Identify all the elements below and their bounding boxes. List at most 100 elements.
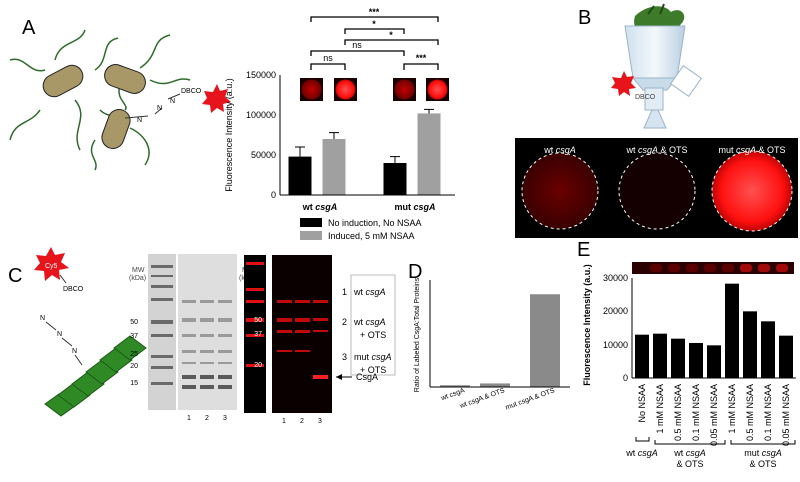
coomassie-gel bbox=[178, 254, 237, 410]
significance-label: *** bbox=[369, 7, 380, 17]
lane-number: 2 bbox=[300, 418, 304, 425]
significance-label: * bbox=[389, 30, 393, 40]
csga-band-label: CsgA bbox=[356, 372, 378, 382]
bacteria-illustration bbox=[9, 29, 191, 171]
chart-e-category: 0.5 mM NSAA bbox=[745, 384, 755, 441]
panel-b: B DBCO wt csgA wt csgA & OTS mut csgA & … bbox=[515, 3, 798, 238]
bar bbox=[417, 113, 441, 195]
chart-d-ylabel: Ratio of Labeled CsgA:Total Proteins bbox=[414, 277, 421, 392]
curli-fiber bbox=[54, 29, 86, 61]
chart-e-category: 0.1 mM NSAA bbox=[691, 384, 701, 441]
chart-e-ytick: 0 bbox=[623, 373, 628, 383]
lane-number: 1 bbox=[187, 415, 191, 422]
chart-e-ytick: 30000 bbox=[603, 273, 628, 283]
bar bbox=[440, 385, 470, 387]
significance-brackets bbox=[310, 16, 439, 70]
fluorophore-star-icon bbox=[202, 84, 231, 113]
panel-a-letter: A bbox=[22, 17, 36, 39]
bacterium-cells bbox=[42, 64, 146, 149]
svg-text:N: N bbox=[40, 315, 45, 322]
chart-e-category: 0.05 mM NSAA bbox=[781, 384, 791, 446]
panel-d: D Ratio of Labeled CsgA:Total Proteins w… bbox=[408, 261, 570, 412]
lane-number: 3 bbox=[223, 415, 227, 422]
bar bbox=[480, 383, 510, 387]
chart-d-category: wt csgA & OTS bbox=[458, 387, 506, 410]
lane-number: 3 bbox=[318, 418, 322, 425]
bar bbox=[653, 333, 667, 378]
svg-text:1: 1 bbox=[342, 287, 347, 297]
curli-fiber bbox=[139, 34, 171, 69]
mw-marker: 37 bbox=[130, 333, 138, 340]
chart-e-category: 0.1 mM NSAA bbox=[763, 384, 773, 441]
chart-a-category: mut csgA bbox=[394, 202, 435, 212]
curli-fiber bbox=[149, 78, 191, 85]
chart-e-category: 1 mM NSAA bbox=[655, 384, 665, 434]
mw-marker: 15 bbox=[130, 380, 138, 387]
significance-label: ns bbox=[352, 40, 362, 50]
bar bbox=[671, 338, 685, 378]
significance-label: * bbox=[372, 19, 376, 29]
chart-a-ytick: 150000 bbox=[246, 70, 276, 80]
well-outline bbox=[711, 150, 793, 232]
group-label: wt csgA bbox=[625, 448, 658, 458]
svg-text:N: N bbox=[170, 98, 175, 105]
bar bbox=[707, 345, 721, 378]
well-label: wt csgA bbox=[543, 145, 576, 155]
chart-e-ytick: 20000 bbox=[603, 306, 628, 316]
cy5-label: Cy5 bbox=[45, 263, 58, 270]
dbco-label: DBCO bbox=[635, 94, 656, 101]
dbco-label: DBCO bbox=[63, 286, 84, 293]
curli-fiber bbox=[90, 139, 97, 171]
mw-header: (kDa) bbox=[129, 275, 146, 282]
filter-membrane bbox=[669, 64, 703, 98]
lane-legend-item: wt csgA bbox=[353, 287, 386, 297]
group-brackets bbox=[635, 437, 796, 445]
lane-legend-item: wt csgA bbox=[353, 317, 386, 327]
chart-a-ytick: 50000 bbox=[251, 150, 276, 160]
legend-swatch-induced bbox=[300, 231, 322, 240]
lane-number: 1 bbox=[282, 418, 286, 425]
well-label: wt csgA & OTS bbox=[625, 145, 687, 155]
chart-e-ylabel: Fluorescence Intensity (a.u.) bbox=[582, 264, 592, 386]
panel-d-letter: D bbox=[408, 261, 422, 283]
bar bbox=[530, 294, 560, 387]
chart-a-ylabel: Fluorescence Intensity (a.u.) bbox=[224, 78, 234, 192]
curli-fiber bbox=[9, 109, 41, 141]
bar bbox=[689, 343, 703, 378]
mw-marker: 20 bbox=[254, 362, 262, 369]
bar bbox=[288, 156, 312, 195]
svg-text:N: N bbox=[72, 348, 77, 355]
filter-funnel bbox=[624, 25, 686, 79]
curli-fiber bbox=[129, 127, 150, 166]
mw-marker: 20 bbox=[130, 363, 138, 370]
chart-e-marks bbox=[635, 283, 793, 378]
chart-a-ytick: 100000 bbox=[246, 110, 276, 120]
significance-label: *** bbox=[416, 53, 427, 63]
chart-d-category: wt csgA bbox=[439, 387, 466, 402]
panel-c: C Cy5 DBCO N N N MW (kDa) bbox=[8, 247, 396, 425]
coomassie-ladder-lane bbox=[148, 254, 176, 410]
legend-swatch-no-induction bbox=[300, 218, 322, 227]
chart-a: 0 50000 100000 150000 Fluorescence Inten… bbox=[224, 7, 455, 241]
curli-fiber bbox=[94, 37, 119, 71]
chart-e-xlabels: No NSAA 1 mM NSAA 0.5 mM NSAA 0.1 mM NSAA 0.… bbox=[637, 384, 791, 446]
chart-a-marks bbox=[288, 108, 441, 195]
bar bbox=[743, 311, 757, 378]
group-label: mut csgA bbox=[744, 448, 782, 458]
chart-e-category: No NSAA bbox=[637, 384, 647, 423]
chart-a-category: wt csgA bbox=[302, 202, 338, 212]
mw-marker: 50 bbox=[130, 319, 138, 326]
panel-e-letter: E bbox=[577, 239, 590, 261]
dbco-label: DBCO bbox=[181, 88, 202, 95]
lane-number: 2 bbox=[205, 415, 209, 422]
lane-legend-box bbox=[350, 274, 396, 376]
svg-text:3: 3 bbox=[342, 352, 347, 362]
bar bbox=[725, 283, 739, 378]
cy5-star-icon bbox=[34, 247, 69, 281]
panel-a: A N N N DBCO bbox=[9, 7, 455, 241]
group-label: & OTS bbox=[676, 459, 703, 469]
svg-text:N: N bbox=[157, 105, 162, 112]
chart-e-category: 1 mM NSAA bbox=[727, 384, 737, 434]
chart-e-category: 0.5 mM NSAA bbox=[673, 384, 683, 441]
bacterium-cell bbox=[104, 64, 146, 94]
